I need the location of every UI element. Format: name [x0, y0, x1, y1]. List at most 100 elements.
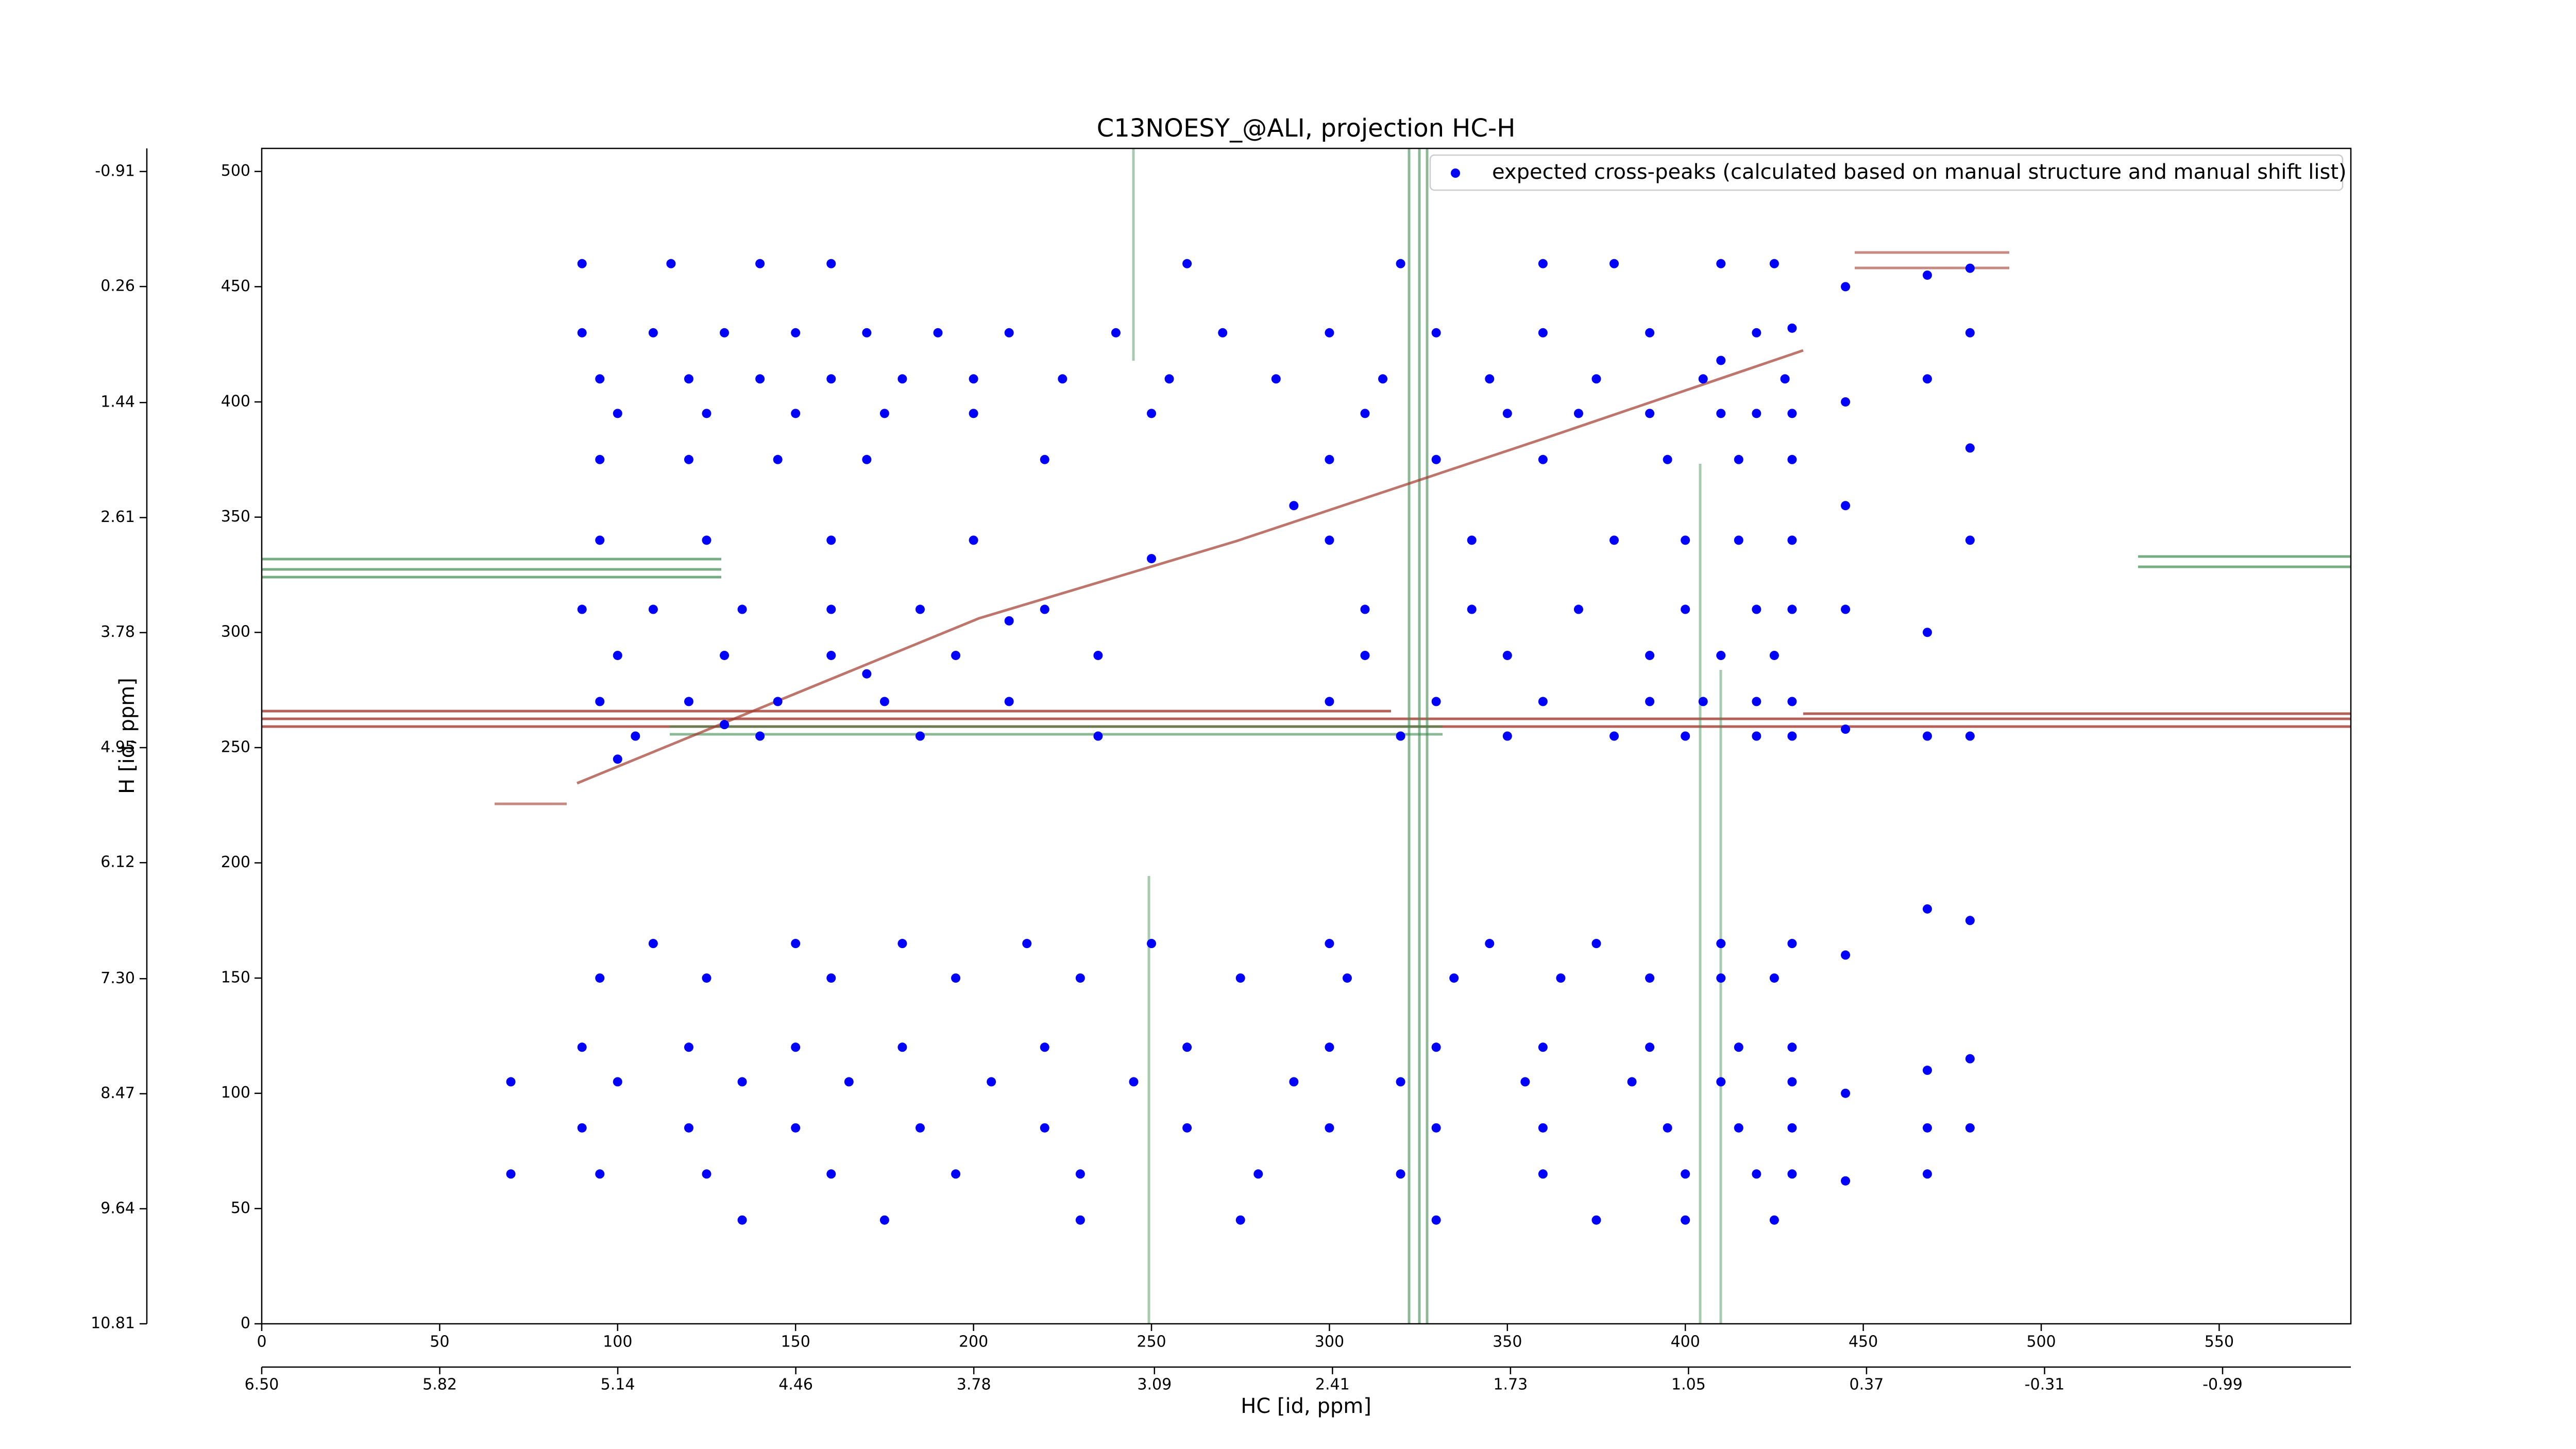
cross-peak	[595, 973, 605, 983]
cross-peak	[1129, 1077, 1139, 1087]
y2-tick-label: 1.44	[100, 393, 135, 411]
cross-peak	[1645, 650, 1655, 660]
cross-peak	[595, 374, 605, 384]
y-tick-label: 350	[221, 508, 250, 526]
plot-frame	[261, 147, 2352, 1325]
cross-peak	[1093, 650, 1103, 660]
cross-peak	[1922, 628, 1932, 637]
cross-peak	[1965, 1054, 1975, 1064]
cross-peak	[1787, 939, 1797, 949]
cross-peak	[951, 973, 961, 983]
cross-peak	[1965, 731, 1975, 741]
cross-peak	[595, 697, 605, 706]
cross-peak	[1004, 616, 1014, 626]
cross-peak	[826, 259, 836, 268]
y2-tick-label: 0.26	[100, 277, 135, 295]
x2-tick-label: 1.05	[1671, 1376, 1706, 1394]
cross-peak	[1627, 1077, 1637, 1087]
cross-peak	[1663, 1123, 1672, 1133]
cross-peak	[1752, 1169, 1761, 1179]
cross-peak	[1093, 731, 1103, 741]
cross-peak	[1147, 939, 1157, 949]
cross-peak	[987, 1077, 996, 1087]
cross-peak	[1235, 973, 1245, 983]
cross-peak	[862, 328, 872, 338]
cross-peak	[1182, 1042, 1192, 1052]
cross-peak	[1325, 1042, 1334, 1052]
cross-peak	[613, 754, 622, 764]
cross-peak	[1538, 328, 1548, 338]
cross-peak	[862, 454, 872, 464]
cross-peak	[1325, 697, 1334, 706]
cross-peak	[1182, 1123, 1192, 1133]
cross-peak	[1040, 1042, 1049, 1052]
cross-peak	[1164, 374, 1174, 384]
x-tick-label: 0	[257, 1333, 266, 1351]
cross-peak	[648, 328, 658, 338]
cross-peak	[826, 374, 836, 384]
cross-peak	[915, 604, 925, 614]
cross-peak	[1965, 1123, 1975, 1133]
cross-peak	[1040, 604, 1049, 614]
cross-peak	[1609, 535, 1619, 545]
cross-peak	[1922, 1066, 1932, 1075]
cross-peak	[1040, 454, 1049, 464]
cross-peak	[684, 454, 693, 464]
cross-peak	[702, 409, 711, 418]
x-tick-label: 550	[2205, 1333, 2234, 1351]
cross-peak	[1218, 328, 1228, 338]
cross-peak	[791, 328, 801, 338]
cross-peak	[1787, 697, 1797, 706]
y-tick-label: 0	[241, 1315, 250, 1333]
cross-peak	[1965, 535, 1975, 545]
x2-tick-label: 3.78	[957, 1376, 991, 1394]
cross-peak	[1396, 259, 1405, 268]
cross-peak	[1431, 1215, 1441, 1225]
cross-peak	[1289, 501, 1299, 511]
cross-peak	[1449, 973, 1459, 983]
cross-peak	[1289, 1077, 1299, 1087]
y2-tick-label: 9.64	[100, 1199, 135, 1217]
cross-peak	[1922, 1169, 1932, 1179]
cross-peak	[595, 1169, 605, 1179]
cross-peak	[1538, 1042, 1548, 1052]
cross-peak	[1147, 554, 1157, 564]
cross-peak	[684, 1123, 693, 1133]
cross-peak	[1922, 374, 1932, 384]
cross-peak	[1520, 1077, 1530, 1087]
cross-peak	[1502, 409, 1512, 418]
cross-peak	[969, 535, 978, 545]
x-tick-label: 450	[1849, 1333, 1878, 1351]
cross-peak	[791, 1042, 801, 1052]
cross-peak	[1609, 259, 1619, 268]
cross-peak	[1502, 731, 1512, 741]
cross-peak	[1841, 604, 1851, 614]
x2-tick-label: -0.99	[2202, 1376, 2243, 1394]
cross-peak	[1325, 939, 1334, 949]
cross-peak	[1645, 1042, 1655, 1052]
y-tick-label: 400	[221, 392, 250, 410]
cross-peak	[755, 374, 765, 384]
cross-peak	[1645, 697, 1655, 706]
cross-peak	[1716, 973, 1726, 983]
cross-peak	[1573, 604, 1583, 614]
cross-peak	[1681, 731, 1690, 741]
cross-peak	[1378, 374, 1388, 384]
cross-peak	[684, 374, 693, 384]
cross-peak	[1360, 604, 1370, 614]
cross-peak	[773, 454, 783, 464]
x2-tick-label: 2.41	[1315, 1376, 1350, 1394]
x-tick-label: 100	[603, 1333, 632, 1351]
cross-peak	[1841, 501, 1851, 511]
cross-peak	[684, 1042, 693, 1052]
y-tick-label: 200	[221, 853, 250, 871]
cross-peak	[1111, 328, 1121, 338]
cross-peak	[1058, 374, 1067, 384]
cross-peak	[1538, 1169, 1548, 1179]
legend-marker	[1451, 169, 1460, 178]
cross-peak	[1780, 374, 1790, 384]
legend-box	[1429, 154, 2344, 191]
cross-peak	[1342, 973, 1352, 983]
cross-peak	[613, 650, 622, 660]
